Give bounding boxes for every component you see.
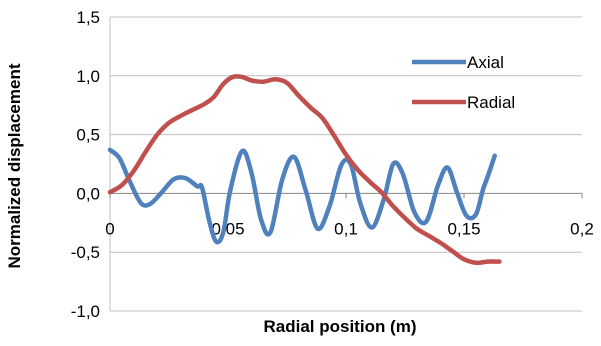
x-tick-label: 0,2 [570, 219, 594, 238]
y-tick-label: 0,0 [76, 184, 100, 203]
x-tick-label: 0,05 [211, 219, 244, 238]
series-layer [107, 74, 502, 266]
y-tick-label: 1,0 [76, 67, 100, 86]
x-tick-label: 0,1 [334, 219, 358, 238]
y-axis-title: Normalized displacement [5, 63, 24, 268]
grid [109, 16, 582, 312]
series-axial-line [107, 147, 497, 245]
y-tick-label: 0,5 [76, 126, 100, 145]
y-tick-label: -0,5 [71, 243, 100, 262]
y-tick-label: -1,0 [71, 302, 100, 321]
x-tick-label: 0,15 [447, 219, 480, 238]
x-tick-label: 0 [105, 219, 114, 238]
series-radial-line [107, 74, 502, 266]
x-axis-title: Radial position (m) [264, 317, 417, 336]
y-tick-labels: 1,5 1,0 0,5 0,0 -0,5 -1,0 [71, 8, 100, 321]
legend-radial-label: Radial [467, 93, 515, 112]
legend: Axial Radial [412, 53, 515, 112]
y-tick-label: 1,5 [76, 8, 100, 27]
legend-axial-label: Axial [467, 53, 504, 72]
x-axis: 0 0,05 0,1 0,15 0,2 [105, 192, 594, 238]
